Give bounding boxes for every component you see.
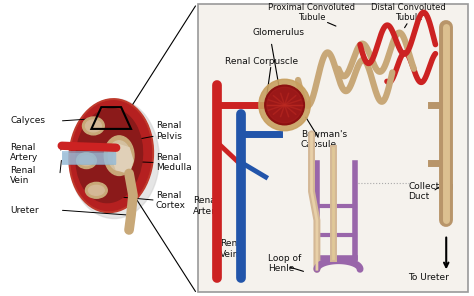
Text: Loop of
Henle: Loop of Henle bbox=[268, 254, 301, 273]
Ellipse shape bbox=[89, 185, 104, 195]
Text: Renal
Medulla: Renal Medulla bbox=[156, 153, 191, 172]
Text: Renal
Cortex: Renal Cortex bbox=[156, 191, 186, 210]
Ellipse shape bbox=[108, 141, 130, 170]
Text: Distal Convoluted
Tubule: Distal Convoluted Tubule bbox=[371, 3, 446, 22]
Ellipse shape bbox=[82, 117, 104, 135]
Ellipse shape bbox=[85, 120, 101, 132]
Ellipse shape bbox=[71, 101, 152, 210]
Text: Renal Corpuscle: Renal Corpuscle bbox=[225, 57, 299, 66]
Ellipse shape bbox=[80, 156, 93, 165]
Text: To Ureter: To Ureter bbox=[409, 274, 449, 282]
Text: Calyces: Calyces bbox=[10, 117, 45, 126]
Text: Renal
Vein: Renal Vein bbox=[10, 166, 36, 185]
Polygon shape bbox=[113, 144, 133, 173]
Text: Renal
Vein: Renal Vein bbox=[220, 239, 246, 259]
Ellipse shape bbox=[69, 99, 154, 213]
Circle shape bbox=[259, 79, 310, 131]
Text: Glomerulus: Glomerulus bbox=[252, 28, 304, 37]
Ellipse shape bbox=[85, 182, 107, 198]
FancyBboxPatch shape bbox=[199, 4, 468, 292]
Text: Collecting
Duct: Collecting Duct bbox=[409, 182, 454, 201]
Text: Renal
Artery: Renal Artery bbox=[10, 143, 38, 163]
Ellipse shape bbox=[76, 153, 96, 168]
Text: Proximal Convoluted
Tubule: Proximal Convoluted Tubule bbox=[268, 3, 355, 22]
Text: Ureter: Ureter bbox=[10, 206, 39, 215]
Circle shape bbox=[265, 85, 304, 125]
Circle shape bbox=[267, 87, 302, 123]
Ellipse shape bbox=[104, 136, 134, 176]
Ellipse shape bbox=[76, 109, 143, 202]
Text: Bowman's
Capsule: Bowman's Capsule bbox=[301, 130, 347, 149]
Ellipse shape bbox=[69, 99, 159, 218]
Text: Renal
Artery: Renal Artery bbox=[193, 196, 221, 215]
Text: Renal
Pelvis: Renal Pelvis bbox=[156, 121, 182, 141]
